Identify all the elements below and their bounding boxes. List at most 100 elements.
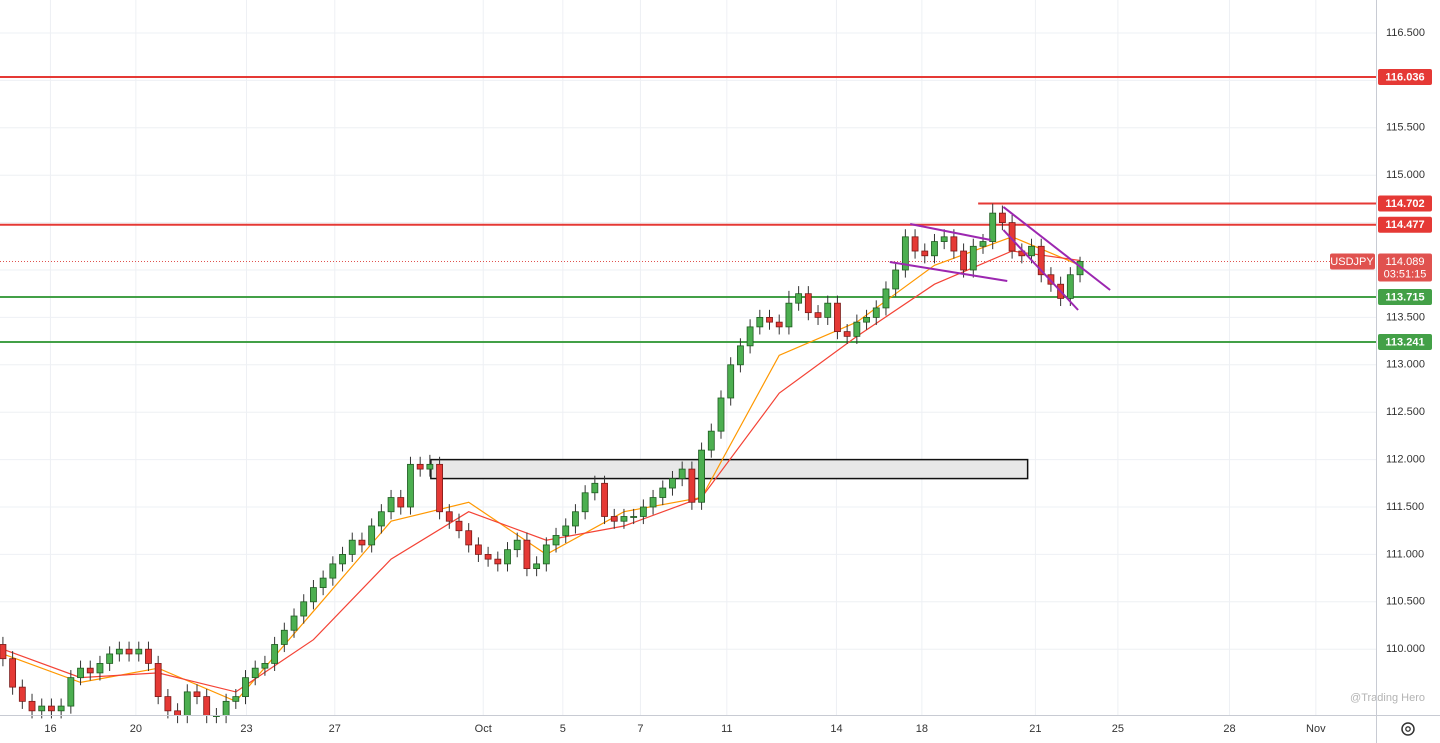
candle-body bbox=[853, 321, 861, 337]
candle-body bbox=[843, 331, 851, 337]
y-tick-label: 110.500 bbox=[1386, 596, 1425, 608]
candle-body bbox=[368, 525, 376, 546]
candle-body bbox=[1037, 245, 1045, 276]
price-level-tag bbox=[1378, 195, 1432, 212]
candle-body bbox=[96, 663, 104, 674]
candle-body bbox=[659, 487, 667, 498]
candle-body bbox=[242, 677, 249, 698]
candle-body bbox=[1066, 274, 1074, 299]
candle-body bbox=[863, 316, 870, 323]
candle-body bbox=[814, 312, 822, 318]
candle-body bbox=[785, 302, 793, 328]
candle-body bbox=[445, 511, 453, 522]
candle-body bbox=[48, 705, 55, 712]
candle-body bbox=[455, 520, 463, 532]
candle-body bbox=[562, 525, 570, 536]
candle-body bbox=[707, 430, 715, 451]
price-level-label: 114.702 bbox=[1385, 198, 1424, 210]
zone bbox=[430, 458, 1029, 480]
candle-body bbox=[0, 644, 7, 660]
candle-body bbox=[766, 316, 773, 323]
settings-gear bbox=[1401, 722, 1415, 736]
candle-body bbox=[552, 535, 560, 546]
candle-body bbox=[979, 241, 987, 247]
price-level-tag bbox=[1378, 68, 1432, 85]
x-tick-label: 5 bbox=[560, 723, 566, 735]
candle-body bbox=[280, 629, 288, 645]
watermark: @Trading Hero bbox=[1350, 692, 1425, 704]
x-tick-label: 20 bbox=[130, 723, 142, 735]
candle-body bbox=[193, 691, 201, 698]
candle-body bbox=[290, 615, 298, 631]
x-tick-label: 23 bbox=[240, 723, 252, 735]
x-tick-label: Oct bbox=[475, 723, 492, 735]
y-tick-label: 116.500 bbox=[1386, 27, 1425, 39]
price-level-tag bbox=[1378, 216, 1432, 233]
candle-body bbox=[67, 677, 75, 707]
price-level-label: 116.036 bbox=[1385, 71, 1424, 83]
y-tick-label: 112.000 bbox=[1386, 454, 1425, 466]
candle-body bbox=[989, 212, 997, 242]
candle-body bbox=[348, 539, 356, 555]
settings-icon[interactable] bbox=[1401, 722, 1415, 736]
candle-body bbox=[1028, 245, 1035, 257]
candle-body bbox=[931, 241, 938, 257]
price-level-label: 114.477 bbox=[1385, 219, 1424, 231]
candle-body bbox=[756, 316, 764, 328]
candle-body bbox=[882, 288, 890, 309]
candle-body bbox=[872, 307, 880, 318]
candle-body bbox=[135, 648, 143, 655]
candle-body bbox=[717, 397, 725, 432]
candle-body bbox=[834, 302, 841, 333]
candle-body bbox=[300, 601, 308, 617]
candle-body bbox=[504, 549, 511, 565]
trendline bbox=[910, 223, 991, 242]
candle-body bbox=[164, 696, 172, 712]
y-tick-label: 111.000 bbox=[1386, 548, 1424, 560]
last-price-tag bbox=[1378, 253, 1432, 282]
candle-body bbox=[998, 212, 1006, 223]
candle-body bbox=[484, 554, 492, 560]
x-tick-label: 18 bbox=[916, 723, 928, 735]
candle-body bbox=[125, 648, 133, 655]
candle-body bbox=[940, 236, 948, 242]
candle-body bbox=[804, 293, 812, 314]
x-tick-label: 11 bbox=[721, 723, 732, 735]
candle-body bbox=[465, 530, 473, 546]
candle-body bbox=[86, 667, 94, 674]
candle-body bbox=[28, 700, 36, 712]
candle-body bbox=[261, 663, 269, 669]
y-tick-label: 112.500 bbox=[1386, 406, 1425, 418]
price-level-tag bbox=[1378, 333, 1432, 350]
symbol-tag bbox=[1330, 253, 1375, 270]
price-level-label: 113.715 bbox=[1385, 291, 1424, 303]
candle-body bbox=[57, 705, 65, 712]
candle-body bbox=[960, 250, 967, 271]
candle-body bbox=[474, 544, 482, 555]
candle-body bbox=[727, 364, 735, 399]
candle-body bbox=[145, 648, 152, 664]
candle-body bbox=[610, 516, 618, 522]
candle-body bbox=[222, 700, 230, 716]
candle-body bbox=[407, 463, 414, 508]
candle-body bbox=[630, 516, 638, 518]
candle-body bbox=[232, 696, 240, 702]
trendline bbox=[1002, 229, 1079, 311]
candle-body bbox=[106, 653, 114, 664]
axes: 116.500116.000115.500115.000114.500114.0… bbox=[44, 27, 1432, 735]
y-tick-label: 111.500 bbox=[1386, 501, 1424, 513]
candle-body bbox=[678, 468, 686, 479]
y-tick-label: 115.500 bbox=[1386, 122, 1425, 134]
candle-body bbox=[251, 667, 259, 679]
candle-body bbox=[339, 554, 346, 565]
x-tick-label: 7 bbox=[637, 723, 643, 735]
price-level-tag bbox=[1378, 289, 1432, 306]
x-tick-label: Nov bbox=[1306, 723, 1326, 735]
candle-body bbox=[513, 539, 521, 551]
candle-body bbox=[542, 544, 550, 565]
y-tick-label: 113.500 bbox=[1386, 311, 1425, 323]
candle-body bbox=[9, 658, 17, 688]
price-level-label: 113.241 bbox=[1385, 336, 1424, 348]
y-tick-label: 110.000 bbox=[1386, 643, 1425, 655]
